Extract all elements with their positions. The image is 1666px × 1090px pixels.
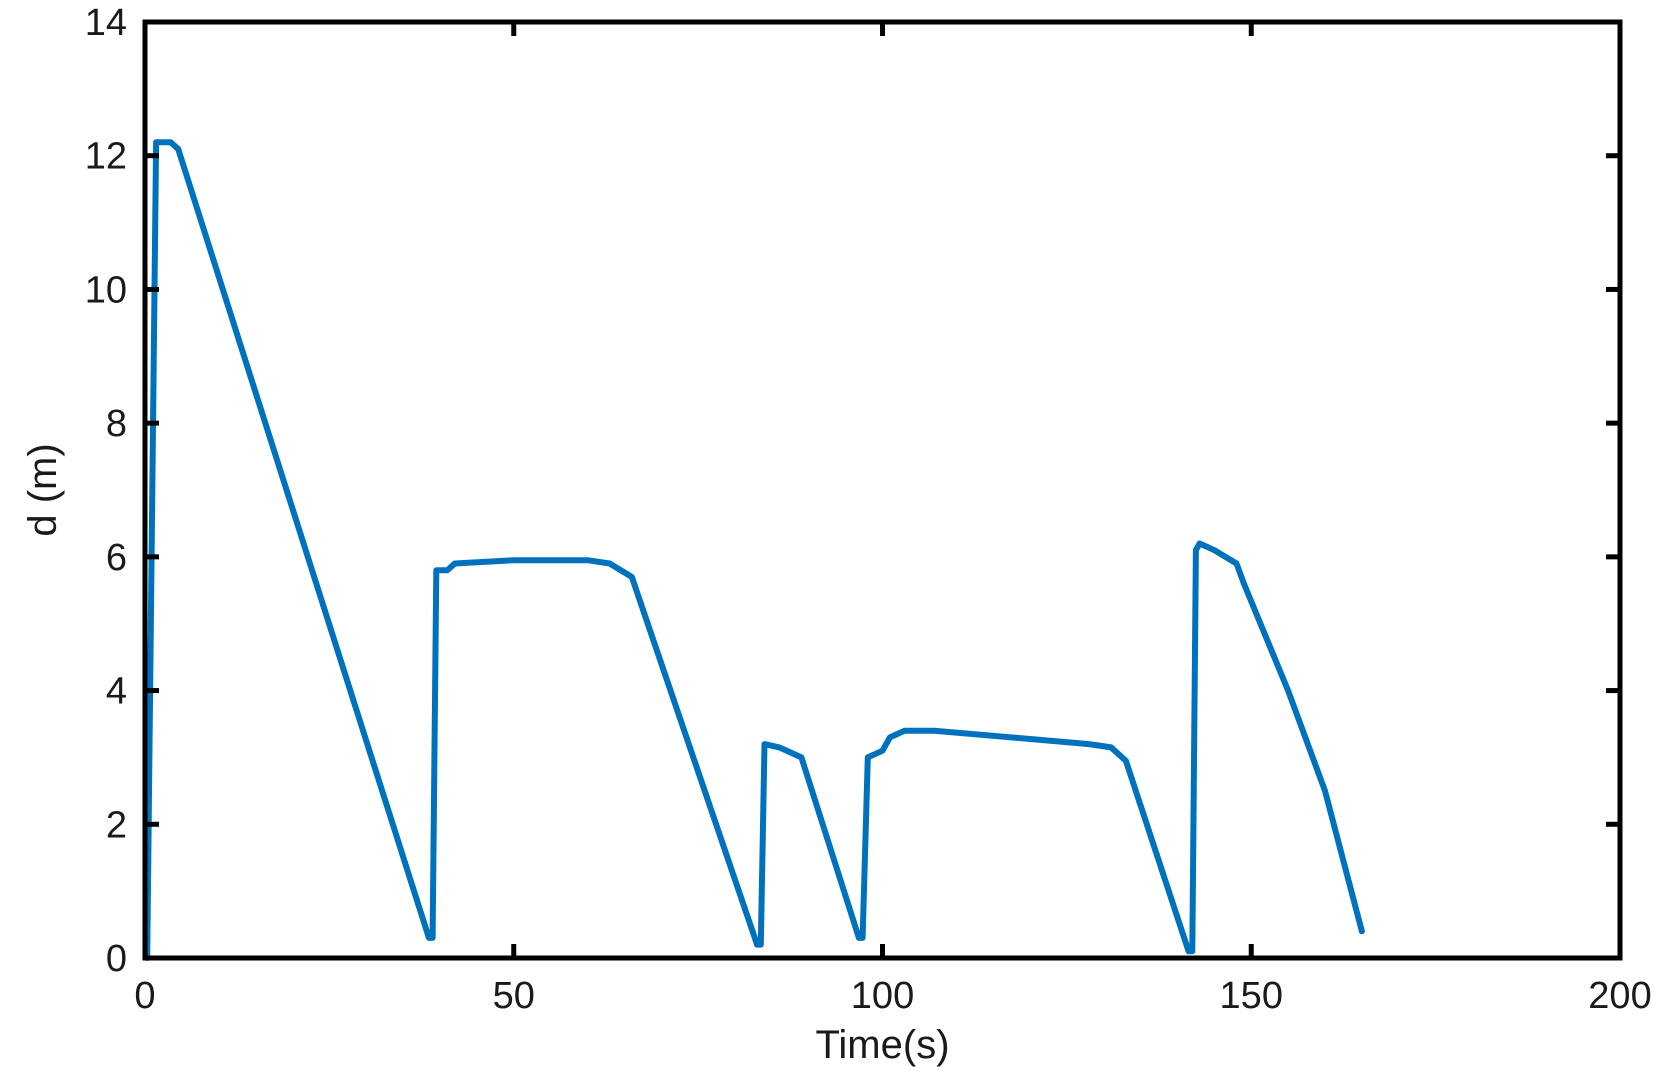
axes-frame: [142, 19, 1623, 961]
x-tick-label: 100: [851, 975, 914, 1017]
y-tick-label: 6: [106, 537, 127, 579]
x-tick-label: 150: [1220, 975, 1283, 1017]
y-tick-label: 8: [106, 403, 127, 445]
x-tick-label: 200: [1588, 975, 1651, 1017]
x-tick-label: 50: [493, 975, 535, 1017]
y-axis-label: d (m): [21, 443, 65, 536]
labels-layer: Time(s) d (m): [21, 443, 950, 1067]
series-layer: [144, 139, 1365, 961]
series-line-1: [144, 139, 1365, 961]
y-tick-label: 12: [85, 136, 127, 178]
y-tick-label: 2: [106, 804, 127, 846]
y-tick-label: 4: [106, 671, 127, 713]
x-tick-label: 0: [134, 975, 155, 1017]
x-axis-label: Time(s): [815, 1023, 949, 1067]
axes-box: [142, 19, 1623, 961]
y-tick-label: 14: [85, 2, 127, 44]
y-tick-label: 10: [85, 269, 127, 311]
plot-area: [145, 22, 1620, 958]
plot-background: [145, 22, 1620, 958]
y-tick-label: 0: [106, 938, 127, 980]
ticks-layer: 0 50 100 150 200 0 2 4 6 8 10 12 14: [85, 2, 1652, 1017]
